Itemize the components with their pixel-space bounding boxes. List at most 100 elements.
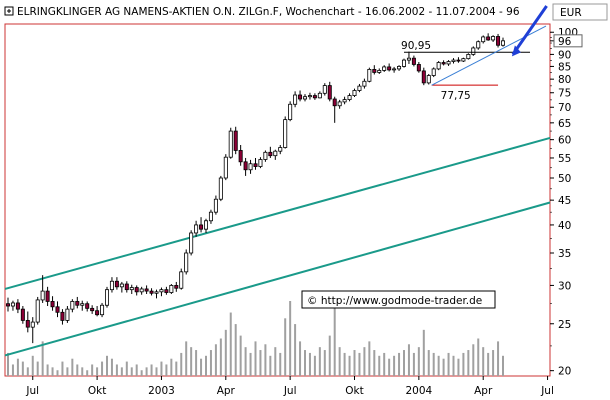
candle — [327, 81, 332, 102]
volume-bar — [66, 367, 69, 376]
x-tick-label: Okt — [88, 385, 106, 397]
breakout-arrow — [511, 5, 548, 56]
candle-body — [45, 290, 50, 302]
volume-bar — [195, 350, 198, 376]
y-tick-label: 85 — [558, 61, 571, 73]
candle-body — [208, 211, 213, 222]
candle — [411, 55, 416, 67]
candle — [100, 302, 105, 318]
candle-body — [456, 59, 461, 62]
candle — [124, 281, 129, 293]
candle-body — [352, 90, 357, 96]
candle-body — [268, 151, 273, 157]
y-tick-label: 25 — [558, 319, 571, 331]
candle — [392, 66, 397, 73]
volume-bar — [467, 350, 470, 376]
volume-bar — [487, 352, 490, 376]
breakout-arrowhead — [511, 45, 521, 57]
candle-body — [466, 54, 471, 60]
candle — [317, 91, 322, 99]
volume-bar — [304, 350, 306, 376]
volume-bar — [373, 350, 376, 376]
volume-bar — [150, 364, 153, 376]
candle-body — [332, 98, 337, 107]
candle — [298, 90, 303, 102]
candle — [401, 58, 406, 68]
candle-body — [273, 150, 278, 157]
y-tick-label: 60 — [558, 135, 571, 147]
candle-body — [199, 224, 204, 230]
candle-body — [362, 80, 367, 87]
volume-bar — [209, 350, 212, 376]
candle-body — [80, 303, 85, 306]
volume-bar — [328, 335, 331, 376]
candle — [189, 230, 194, 256]
candle — [491, 35, 496, 42]
candle-body — [357, 85, 362, 91]
volume-bar — [51, 367, 54, 376]
volume-bar — [7, 352, 9, 376]
candle — [149, 288, 154, 296]
volume-bar — [185, 341, 188, 376]
candle — [199, 217, 204, 233]
volume-bar — [219, 338, 222, 376]
trend-channel — [4, 136, 551, 357]
candle-body — [114, 280, 119, 288]
candle — [263, 150, 268, 162]
candle — [179, 268, 184, 290]
candle-body — [149, 290, 154, 294]
candle — [476, 40, 481, 50]
candle — [95, 306, 100, 317]
candle — [65, 306, 70, 323]
candle-body — [253, 163, 258, 167]
volume-bar — [407, 344, 410, 376]
volume-bar — [348, 355, 351, 376]
volume-bar — [125, 361, 128, 376]
candlesticks — [6, 33, 505, 344]
candle-body — [416, 64, 421, 72]
chart-title: ELRINGKLINGER AG NAMENS-AKTIEN O.N. ZILG… — [17, 6, 520, 18]
volume-bar — [229, 312, 232, 376]
volume-bar — [284, 318, 287, 376]
candle — [144, 285, 149, 294]
candle-body — [401, 59, 406, 67]
candle — [60, 309, 65, 325]
volume-bar — [308, 352, 311, 376]
candle — [50, 296, 55, 311]
candle-body — [471, 47, 476, 55]
volume-bar — [61, 361, 64, 376]
volume-bar — [145, 367, 148, 376]
candle-body — [367, 69, 372, 82]
candle-body — [451, 59, 456, 62]
volume-bar — [115, 364, 118, 376]
candle-body — [372, 69, 377, 73]
candle-body — [184, 252, 189, 273]
candle — [337, 99, 342, 109]
candle-body — [40, 290, 45, 301]
watermark-box — [301, 290, 496, 309]
candle-body — [347, 95, 352, 100]
volume-bar — [91, 364, 94, 376]
lower-channel-line — [4, 201, 551, 357]
candle — [347, 93, 352, 102]
candle-body — [302, 96, 307, 100]
volume-bar — [338, 347, 341, 376]
y-tick-label: 75 — [558, 88, 571, 100]
candle — [169, 284, 174, 294]
candle-body — [85, 303, 90, 309]
candle-body — [317, 92, 322, 99]
y-tick-label: 30 — [558, 280, 571, 292]
candle-body — [387, 66, 392, 71]
volume-bar — [110, 358, 113, 376]
candle — [90, 305, 95, 314]
candle-body — [139, 288, 144, 293]
volume-bar — [289, 301, 292, 376]
candle — [258, 157, 263, 169]
x-tick-label: 2004 — [405, 385, 432, 397]
candle-body — [90, 307, 95, 312]
candle-body — [278, 147, 283, 152]
volume-bar — [269, 355, 272, 376]
volume-bar — [417, 347, 420, 376]
y-tick-label: 80 — [558, 74, 571, 86]
candle-body — [203, 220, 208, 230]
